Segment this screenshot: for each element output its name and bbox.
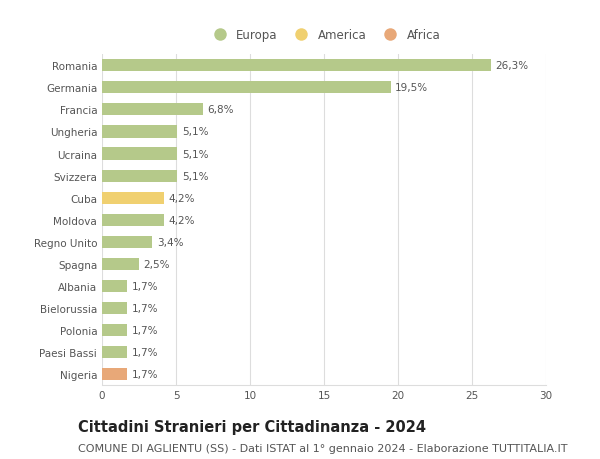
Text: 2,5%: 2,5% [143, 259, 170, 269]
Bar [102, 236, 152, 248]
Text: 4,2%: 4,2% [169, 193, 195, 203]
Text: COMUNE DI AGLIENTU (SS) - Dati ISTAT al 1° gennaio 2024 - Elaborazione TUTTITALI: COMUNE DI AGLIENTU (SS) - Dati ISTAT al … [78, 443, 568, 453]
Bar [102, 148, 178, 160]
Text: 5,1%: 5,1% [182, 171, 208, 181]
Bar [102, 302, 127, 314]
Bar [102, 82, 391, 94]
Bar [102, 170, 178, 182]
Bar [102, 192, 164, 204]
Bar [102, 104, 203, 116]
Text: 1,7%: 1,7% [131, 325, 158, 336]
Text: 6,8%: 6,8% [207, 105, 233, 115]
Text: 26,3%: 26,3% [496, 61, 529, 71]
Text: 1,7%: 1,7% [131, 303, 158, 313]
Text: 5,1%: 5,1% [182, 149, 208, 159]
Text: 1,7%: 1,7% [131, 347, 158, 358]
Bar [102, 214, 164, 226]
Bar [102, 280, 127, 292]
Bar [102, 126, 178, 138]
Text: 3,4%: 3,4% [157, 237, 183, 247]
Text: 4,2%: 4,2% [169, 215, 195, 225]
Legend: Europa, America, Africa: Europa, America, Africa [203, 25, 445, 47]
Text: 1,7%: 1,7% [131, 281, 158, 291]
Bar [102, 347, 127, 358]
Bar [102, 325, 127, 336]
Text: Cittadini Stranieri per Cittadinanza - 2024: Cittadini Stranieri per Cittadinanza - 2… [78, 419, 426, 434]
Text: 19,5%: 19,5% [395, 83, 428, 93]
Bar [102, 60, 491, 72]
Bar [102, 369, 127, 381]
Text: 1,7%: 1,7% [131, 369, 158, 380]
Text: 5,1%: 5,1% [182, 127, 208, 137]
Bar [102, 258, 139, 270]
